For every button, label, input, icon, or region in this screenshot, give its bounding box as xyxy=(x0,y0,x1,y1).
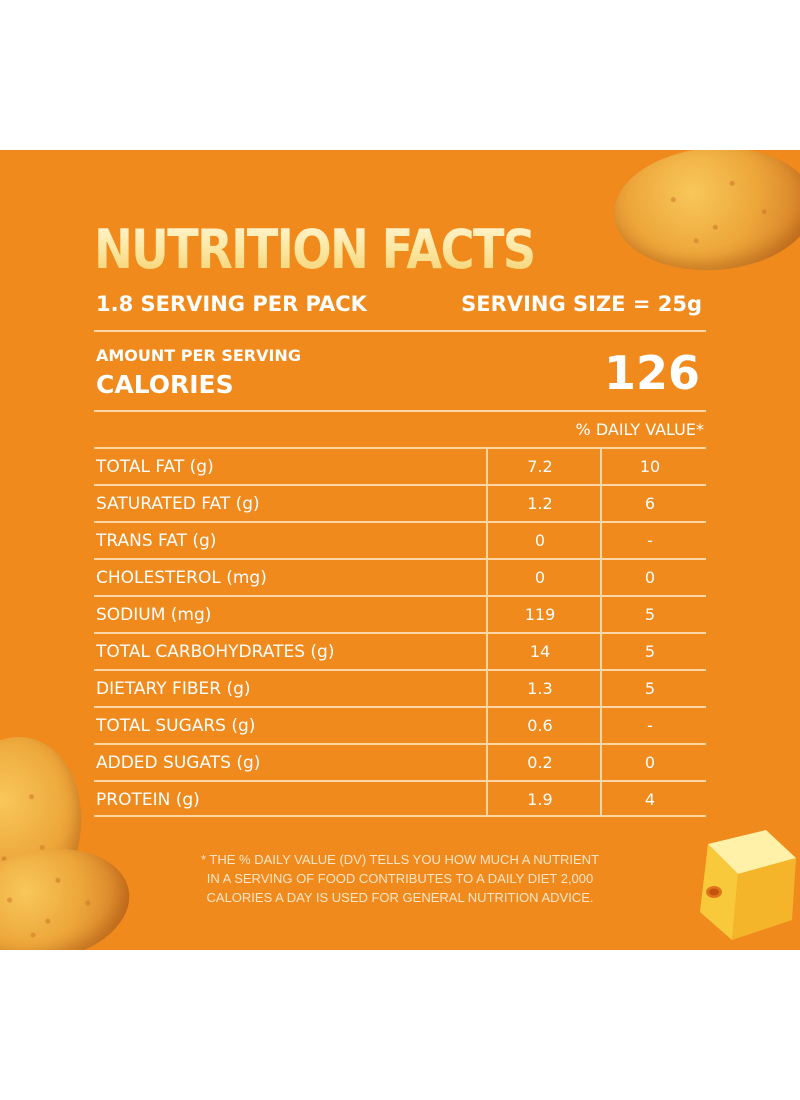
footnote: * THE % DAILY VALUE (DV) TELLS YOU HOW M… xyxy=(150,850,650,907)
table-row: SODIUM (mg) 119 5 xyxy=(94,595,706,632)
nutrient-amount: 0.2 xyxy=(527,753,553,772)
potato-chip-icon xyxy=(609,150,800,277)
footnote-line: IN A SERVING OF FOOD CONTRIBUTES TO A DA… xyxy=(206,871,594,886)
page-title: NUTRITION FACTS xyxy=(94,218,536,281)
nutrient-name: TOTAL SUGARS (g) xyxy=(96,716,256,736)
nutrient-name: TOTAL CARBOHYDRATES (g) xyxy=(96,642,335,662)
nutrient-name: ADDED SUGATS (g) xyxy=(96,753,261,773)
nutrient-amount: 1.2 xyxy=(527,494,553,513)
cheese-cube-icon xyxy=(700,830,796,940)
column-divider xyxy=(486,447,488,817)
nutrient-amount: 7.2 xyxy=(527,457,553,476)
nutrient-amount: 0.6 xyxy=(527,716,553,735)
nutrient-daily-value: 6 xyxy=(644,494,656,513)
nutrient-amount: 14 xyxy=(529,642,551,661)
nutrient-daily-value: - xyxy=(647,716,653,735)
table-row: PROTEIN (g) 1.9 4 xyxy=(94,780,706,817)
amount-per-serving-label: AMOUNT PER SERVING xyxy=(96,346,301,365)
table-row: ADDED SUGATS (g) 0.2 0 xyxy=(94,743,706,780)
potato-chip-icon xyxy=(0,836,139,950)
nutrient-name: DIETARY FIBER (g) xyxy=(96,679,251,699)
nutrient-name: TRANS FAT (g) xyxy=(96,531,217,551)
nutrient-name: TOTAL FAT (g) xyxy=(96,457,214,477)
nutrient-name: CHOLESTEROL (mg) xyxy=(96,568,267,588)
nutrient-daily-value: 5 xyxy=(644,642,656,661)
serving-size: SERVING SIZE = 25g xyxy=(461,292,702,316)
table-row: CHOLESTEROL (mg) 0 0 xyxy=(94,558,706,595)
footnote-line: * THE % DAILY VALUE (DV) TELLS YOU HOW M… xyxy=(200,852,600,867)
nutrition-panel: NUTRITION FACTS 1.8 SERVING PER PACK SER… xyxy=(0,150,800,950)
table-row: DIETARY FIBER (g) 1.3 5 xyxy=(94,669,706,706)
nutrient-daily-value: 10 xyxy=(639,457,661,476)
table-row: TOTAL CARBOHYDRATES (g) 14 5 xyxy=(94,632,706,669)
footnote-line: CALORIES A DAY IS USED FOR GENERAL NUTRI… xyxy=(206,890,594,905)
nutrient-daily-value: 5 xyxy=(644,679,656,698)
nutrient-daily-value: 0 xyxy=(644,568,656,587)
column-divider xyxy=(600,447,602,817)
table-row: SATURATED FAT (g) 1.2 6 xyxy=(94,484,706,521)
servings-per-pack: 1.8 SERVING PER PACK xyxy=(96,292,367,316)
table-row: TOTAL FAT (g) 7.2 10 xyxy=(94,447,706,484)
divider xyxy=(94,410,706,412)
nutrient-amount: 0 xyxy=(534,531,546,550)
nutrient-daily-value: - xyxy=(647,531,653,550)
nutrient-daily-value: 5 xyxy=(644,605,656,624)
nutrient-name: SODIUM (mg) xyxy=(96,605,212,625)
nutrient-amount: 1.9 xyxy=(527,790,553,809)
nutrient-daily-value: 0 xyxy=(644,753,656,772)
nutrient-table: TOTAL FAT (g) 7.2 10 SATURATED FAT (g) 1… xyxy=(94,447,706,817)
table-row: TOTAL SUGARS (g) 0.6 - xyxy=(94,706,706,743)
nutrient-name: PROTEIN (g) xyxy=(96,790,200,810)
nutrient-amount: 1.3 xyxy=(527,679,553,698)
nutrient-amount: 0 xyxy=(534,568,546,587)
nutrient-daily-value: 4 xyxy=(644,790,656,809)
daily-value-header: % DAILY VALUE* xyxy=(575,420,704,439)
calories-value: 126 xyxy=(603,346,700,400)
nutrient-amount: 119 xyxy=(524,605,556,624)
nutrient-name: SATURATED FAT (g) xyxy=(96,494,260,514)
calories-label: CALORIES xyxy=(96,370,234,399)
divider xyxy=(94,330,706,332)
table-row: TRANS FAT (g) 0 - xyxy=(94,521,706,558)
